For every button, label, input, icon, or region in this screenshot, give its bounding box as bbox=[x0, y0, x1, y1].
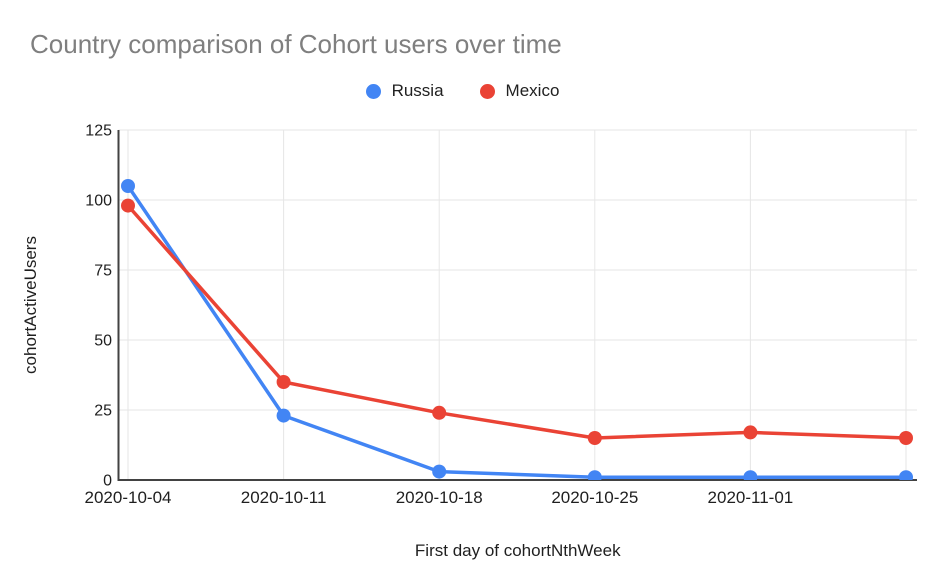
data-point-russia bbox=[743, 470, 758, 480]
data-point-mexico bbox=[121, 198, 135, 213]
legend-label: Mexico bbox=[505, 81, 560, 100]
y-tick-label: 100 bbox=[85, 193, 112, 210]
legend-label: Russia bbox=[391, 81, 444, 100]
y-tick-label: 75 bbox=[94, 263, 112, 280]
y-tick-label: 125 bbox=[85, 123, 112, 140]
x-tick-label: 2020-11-01 bbox=[708, 488, 794, 507]
x-tick-label: 2020-10-25 bbox=[551, 488, 638, 507]
series-mexico bbox=[121, 198, 913, 445]
data-point-mexico bbox=[432, 405, 447, 420]
data-point-mexico bbox=[587, 431, 602, 445]
x-axis-title: First day of cohortNthWeek bbox=[415, 541, 621, 560]
series-russia bbox=[121, 179, 913, 480]
chart-legend: Russia Mexico bbox=[0, 80, 945, 102]
legend-item-russia: Russia bbox=[365, 81, 444, 101]
y-axis-title: cohortActiveUsers bbox=[21, 236, 40, 374]
legend-item-mexico: Mexico bbox=[479, 81, 560, 101]
data-point-russia bbox=[121, 179, 135, 193]
data-point-russia bbox=[432, 464, 447, 479]
data-point-russia bbox=[899, 470, 913, 480]
x-tick-label: 2020-10-18 bbox=[396, 488, 483, 507]
legend-color-dot bbox=[365, 83, 381, 99]
data-point-mexico bbox=[743, 425, 758, 440]
data-point-russia bbox=[276, 408, 291, 423]
y-tick-label: 0 bbox=[103, 473, 112, 490]
series-line-mexico bbox=[126, 203, 908, 440]
x-tick-label: 2020-10-04 bbox=[85, 488, 172, 507]
x-tick-label: 2020-10-11 bbox=[241, 488, 327, 507]
data-point-russia bbox=[587, 470, 602, 480]
legend-color-dot bbox=[479, 83, 495, 99]
data-point-mexico bbox=[276, 375, 291, 389]
series-line-russia bbox=[126, 184, 908, 479]
chart-title: Country comparison of Cohort users over … bbox=[30, 29, 562, 59]
y-tick-label: 50 bbox=[94, 333, 112, 350]
y-tick-label: 25 bbox=[94, 403, 112, 420]
data-point-mexico bbox=[899, 431, 913, 445]
